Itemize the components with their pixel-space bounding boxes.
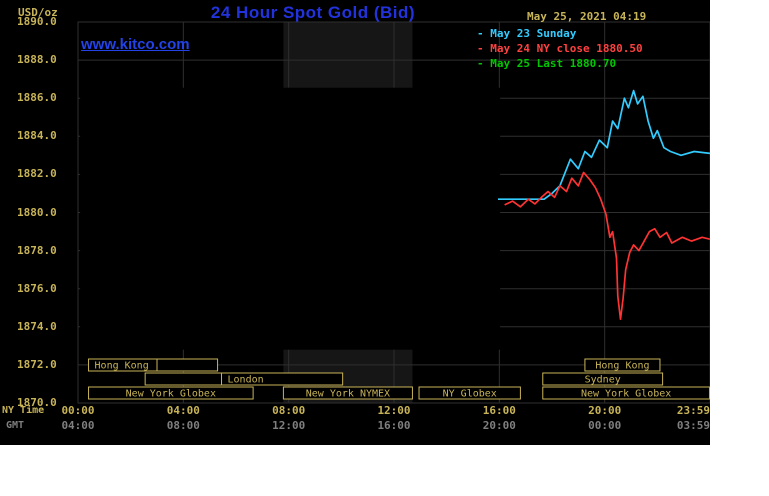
session-box <box>221 372 344 386</box>
session-box <box>542 372 664 386</box>
series-line-may-24-ny-close-1880-50 <box>504 171 710 321</box>
legend-item: - May 23 Sunday <box>477 27 577 40</box>
ny-time-axis-label: NY Time <box>2 405 45 416</box>
session-label: Sydney <box>585 375 621 386</box>
legend: - May 23 Sunday - May 24 NY close 1880.50… <box>477 26 643 71</box>
y-tick-label: 1870.0 <box>17 396 57 409</box>
y-tick-label: 1884.0 <box>17 129 57 143</box>
y-tick-label: 1872.0 <box>17 357 57 371</box>
gold-chart-panel: Hong Kong London New York Globex New York N… <box>0 0 710 445</box>
y-tick-label: 1876.0 <box>17 281 57 295</box>
gmt-tick-label: 08:00 <box>166 419 200 432</box>
ny-time-tick-label: 16:00 <box>482 404 516 417</box>
y-tick-label: 1882.0 <box>17 167 57 181</box>
legend-item: - May 25 Last 1880.70 <box>477 57 617 70</box>
session-box <box>282 386 413 400</box>
gmt-tick-label: 12:00 <box>272 419 306 432</box>
y-tick-label: 1878.0 <box>17 243 57 257</box>
blackout-region <box>80 87 501 350</box>
y-tick-label: 1886.0 <box>17 91 57 105</box>
session-label: Hong Kong <box>95 361 149 372</box>
y-axis-units-label: USD/oz <box>18 6 58 19</box>
session-label: NY Globex <box>443 389 497 400</box>
gmt-tick-label: 00:00 <box>588 419 622 432</box>
gmt-tick-label: 04:00 <box>61 419 95 432</box>
ny-time-tick-label: 04:00 <box>166 404 200 417</box>
y-tick-label: 1874.0 <box>17 319 57 333</box>
series-line-may-23-sunday <box>498 89 710 201</box>
ny-time-tick-label: 08:00 <box>272 404 306 417</box>
session-label: Hong Kong <box>595 361 649 372</box>
chart-title: 24 Hour Spot Gold (Bid) <box>210 3 416 22</box>
ny-time-tick-label: 20:00 <box>588 404 622 417</box>
session-label: New York NYMEX <box>306 389 390 400</box>
session-box <box>156 358 219 372</box>
chart-plot: Hong Kong London New York Globex New York N… <box>77 21 710 404</box>
session-label: New York Globex <box>126 389 216 400</box>
kitco-watermark-link[interactable]: www.kitco.com <box>81 36 190 53</box>
ny-time-tick-label: 23:59 <box>676 404 710 417</box>
ny-time-tick-label: 00:00 <box>61 404 95 417</box>
session-box <box>542 386 710 400</box>
ny-time-tick-label: 12:00 <box>377 404 411 417</box>
legend-item: - May 24 NY close 1880.50 <box>477 42 643 55</box>
session-label: London <box>228 375 264 386</box>
gmt-axis-label: GMT <box>6 420 25 431</box>
session-box <box>88 386 254 400</box>
y-tick-label: 1880.0 <box>17 205 57 219</box>
y-tick-label: 1888.0 <box>17 53 57 67</box>
plot-border <box>77 21 710 404</box>
y-tick-label: 1890.0 <box>17 15 57 28</box>
session-box <box>584 358 661 372</box>
gmt-tick-label: 16:00 <box>377 419 411 432</box>
chart-datetime: May 25, 2021 04:19 <box>527 10 647 23</box>
session-box <box>418 386 521 400</box>
gmt-tick-label: 20:00 <box>482 419 516 432</box>
session-box <box>144 372 223 386</box>
gmt-tick-label: 03:59 <box>676 419 710 432</box>
session-label: New York Globex <box>581 389 671 400</box>
